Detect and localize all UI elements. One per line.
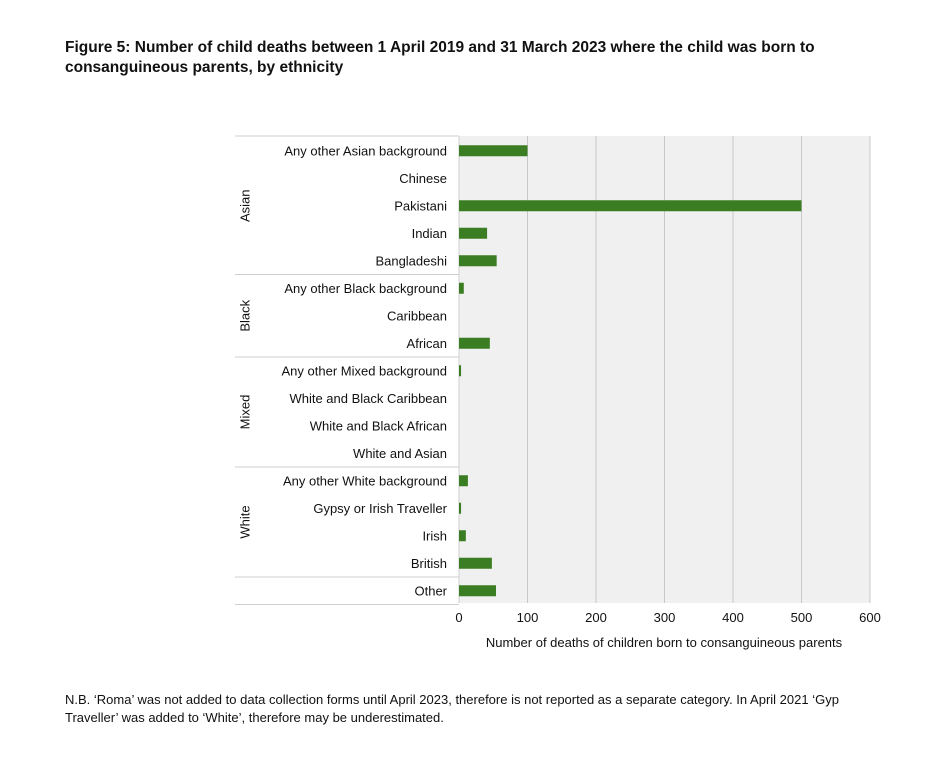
x-axis: 0 100 200 300 400 500 600 [455,610,880,625]
bar [459,282,464,294]
group-label: Black [237,299,252,331]
category-label: African [407,336,447,351]
category-labels: Any other Asian background Chinese Pakista… [235,135,459,605]
bar [459,145,528,157]
x-tick-label: 300 [654,610,676,625]
x-axis-label: Number of deaths of children born to con… [486,635,843,650]
category-label: White and Black Caribbean [289,391,447,406]
category-label: Any other Black background [284,281,447,296]
bar [459,200,802,212]
x-tick-label: 400 [722,610,744,625]
category-label: Bangladeshi [375,253,447,268]
category-label: Any other Asian background [284,143,447,158]
footnote-line-2: Traveller’ was added to ‘White’, therefo… [65,710,444,725]
category-label: British [411,556,447,571]
x-tick-label: 200 [585,610,607,625]
bar [459,255,497,267]
bar [459,337,490,349]
footnote-line-1: N.B. ‘Roma’ was not added to data collec… [65,692,839,707]
figure-title: Figure 5: Number of child deaths between… [65,39,815,76]
category-label: Any other Mixed background [282,363,447,378]
bar [459,585,496,597]
x-tick-label: 0 [455,610,462,625]
category-label: Indian [412,226,447,241]
bar [459,227,488,239]
category-label: Pakistani [394,198,447,213]
category-label: Any other White background [283,473,447,488]
category-label: White and Black African [310,418,447,433]
bar [459,365,462,377]
group-label: Asian [237,189,252,222]
category-label: Other [414,583,447,598]
category-label: White and Asian [353,446,447,461]
bar [459,557,492,569]
category-label: Irish [422,528,447,543]
bar [459,530,466,542]
bar [459,475,468,487]
category-label: Caribbean [387,308,447,323]
x-tick-label: 100 [517,610,539,625]
category-label: Gypsy or Irish Traveller [313,501,447,516]
bar [459,502,462,514]
group-label: Mixed [237,395,252,430]
x-tick-label: 500 [791,610,813,625]
x-tick-label: 600 [859,610,881,625]
group-label: White [237,505,252,538]
footnote: N.B. ‘Roma’ was not added to data collec… [65,691,927,727]
category-label: Chinese [399,171,447,186]
plot-area [458,136,871,603]
